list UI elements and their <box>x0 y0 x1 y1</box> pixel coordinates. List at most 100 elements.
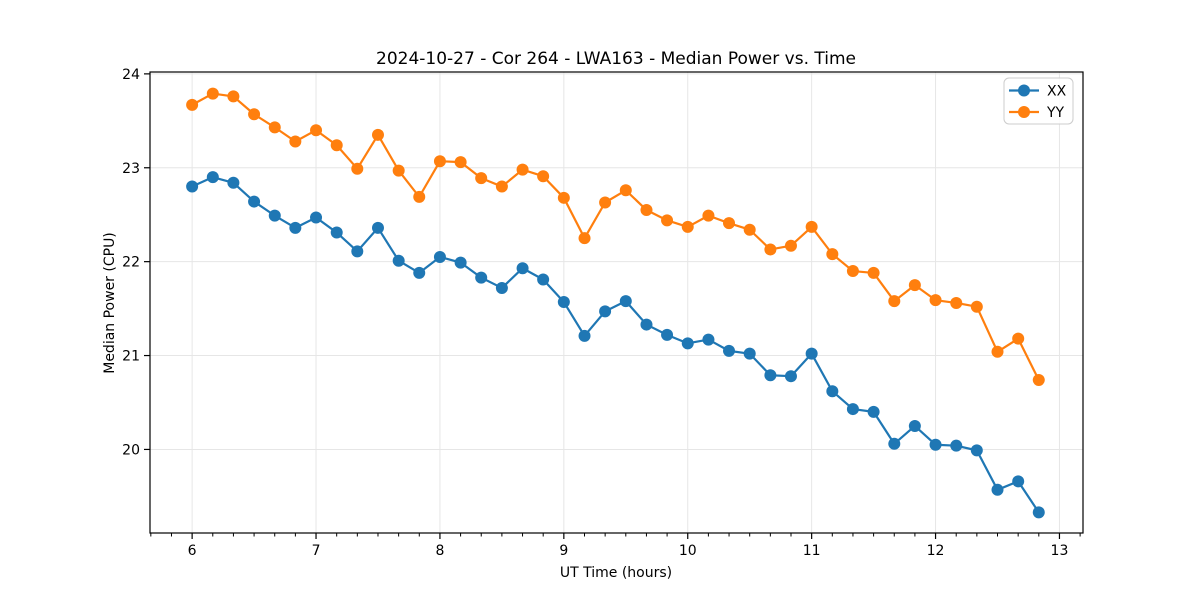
data-point-xx <box>702 333 715 346</box>
data-point-xx <box>784 370 797 383</box>
data-point-xx <box>599 305 612 318</box>
data-point-yy <box>413 190 426 203</box>
data-point-yy <box>351 162 364 175</box>
data-point-yy <box>950 296 963 309</box>
data-point-xx <box>557 296 570 309</box>
data-point-xx <box>888 437 901 450</box>
data-point-xx <box>433 250 446 263</box>
data-point-xx <box>764 369 777 382</box>
data-point-yy <box>206 87 219 100</box>
axes-layer: 6 7 8 9 10 11 12 13 20 21 22 23 24 <box>122 67 1081 559</box>
data-point-yy <box>826 248 839 261</box>
data-point-xx <box>805 347 818 360</box>
y-tick-label: 24 <box>122 67 140 83</box>
data-point-xx <box>475 271 488 284</box>
data-point-xx <box>681 337 694 350</box>
data-point-yy <box>619 184 632 197</box>
data-point-xx <box>826 385 839 398</box>
data-point-xx <box>578 329 591 342</box>
data-point-yy <box>392 164 405 177</box>
data-point-yy <box>537 170 550 183</box>
data-point-yy <box>867 266 880 279</box>
data-point-xx <box>846 403 859 416</box>
data-point-xx <box>950 439 963 452</box>
y-tick-label: 20 <box>122 442 140 458</box>
data-point-yy <box>702 209 715 222</box>
data-point-xx <box>1032 506 1045 519</box>
data-point-yy <box>330 139 343 152</box>
data-point-yy <box>310 124 323 137</box>
x-tick-label: 10 <box>679 543 697 559</box>
data-point-xx <box>392 254 405 267</box>
chart-title: 2024-10-27 - Cor 264 - LWA163 - Median P… <box>376 49 856 69</box>
data-point-xx <box>908 419 921 432</box>
data-point-xx <box>1012 475 1025 488</box>
y-tick-label: 22 <box>122 255 140 271</box>
data-point-xx <box>186 180 199 193</box>
plot-border <box>149 71 1084 534</box>
data-point-yy <box>433 155 446 168</box>
data-point-yy <box>289 135 302 148</box>
x-tick-label: 13 <box>1051 543 1069 559</box>
data-point-yy <box>186 98 199 111</box>
data-point-xx <box>330 226 343 239</box>
data-point-xx <box>351 245 364 258</box>
series-layer <box>186 87 1045 519</box>
data-point-yy <box>1032 373 1045 386</box>
data-point-yy <box>248 108 261 121</box>
x-axis-label: UT Time (hours) <box>560 565 672 581</box>
x-tick-label: 8 <box>435 543 444 559</box>
data-point-xx <box>310 211 323 224</box>
series-xx <box>186 171 1045 519</box>
grid-layer <box>150 72 1083 533</box>
data-point-yy <box>227 90 240 103</box>
data-point-yy <box>640 204 653 217</box>
data-point-xx <box>516 262 529 275</box>
x-tick-label: 12 <box>927 543 945 559</box>
data-point-xx <box>268 209 281 222</box>
legend-marker-xx <box>1018 84 1030 97</box>
data-point-yy <box>475 172 488 185</box>
data-point-yy <box>723 217 736 230</box>
data-point-xx <box>227 176 240 189</box>
data-point-xx <box>970 444 983 457</box>
data-point-xx <box>289 221 302 234</box>
data-point-xx <box>723 344 736 357</box>
x-tick-label: 7 <box>312 543 321 559</box>
data-point-xx <box>619 295 632 308</box>
data-point-yy <box>516 163 529 176</box>
data-point-xx <box>413 266 426 279</box>
data-point-yy <box>1012 332 1025 345</box>
data-point-xx <box>929 438 942 451</box>
data-point-yy <box>371 128 384 141</box>
data-point-xx <box>661 328 674 341</box>
legend-label-xx: XX <box>1047 84 1067 100</box>
data-point-yy <box>268 121 281 134</box>
data-point-yy <box>557 191 570 204</box>
y-tick-label: 23 <box>122 161 140 177</box>
data-point-yy <box>599 196 612 209</box>
data-point-xx <box>495 281 508 294</box>
series-yy <box>186 87 1045 386</box>
data-point-yy <box>929 294 942 307</box>
y-tick-label: 21 <box>122 349 140 365</box>
data-point-xx <box>206 171 219 184</box>
data-point-xx <box>991 483 1004 496</box>
data-point-yy <box>970 300 983 313</box>
data-point-yy <box>784 239 797 252</box>
x-tick-label: 11 <box>803 543 821 559</box>
data-point-yy <box>578 232 591 245</box>
data-point-xx <box>743 347 756 360</box>
data-point-yy <box>888 295 901 308</box>
data-point-yy <box>991 345 1004 358</box>
legend-label-yy: YY <box>1046 105 1065 121</box>
data-point-yy <box>805 220 818 233</box>
data-point-yy <box>454 156 467 169</box>
data-point-xx <box>371 221 384 234</box>
x-tick-label: 6 <box>188 543 197 559</box>
data-point-yy <box>661 214 674 227</box>
data-point-xx <box>248 195 261 208</box>
data-point-xx <box>454 256 467 269</box>
